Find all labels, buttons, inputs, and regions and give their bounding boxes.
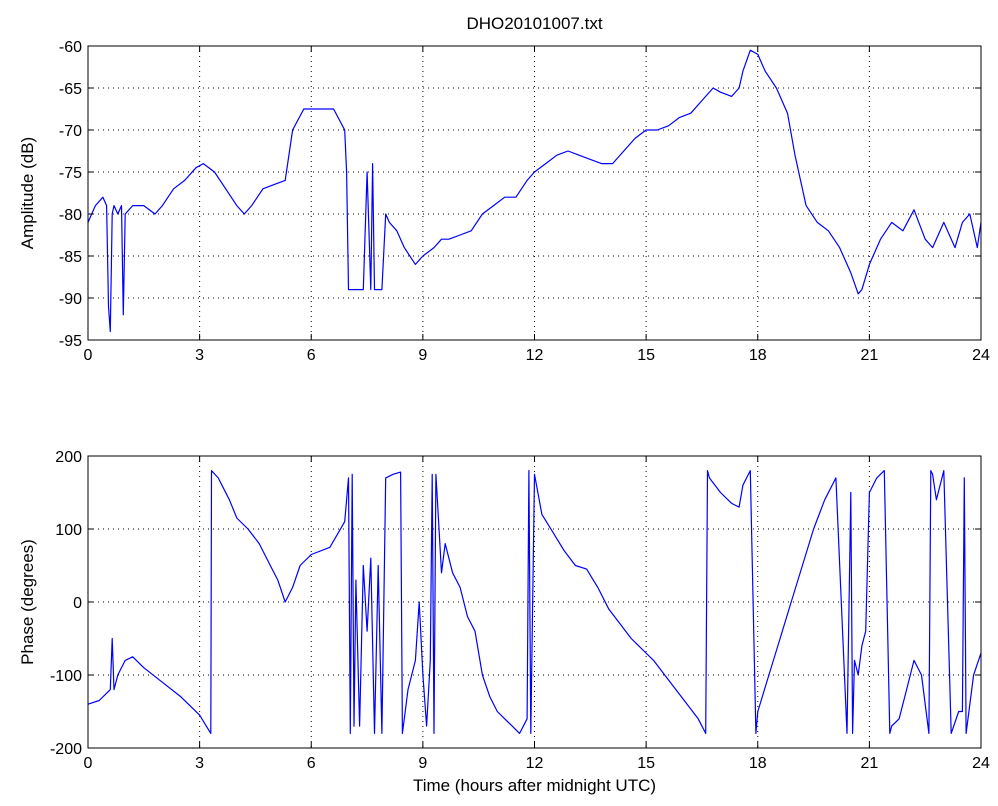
y-tick-label: -65 xyxy=(59,81,82,98)
x-tick-label: 15 xyxy=(637,347,655,364)
x-tick-label: 0 xyxy=(84,347,93,364)
y-tick-label: -75 xyxy=(59,165,82,182)
x-tick-label: 21 xyxy=(860,347,878,364)
y-axis-label: Amplitude (dB) xyxy=(18,137,37,249)
y-tick-label: -95 xyxy=(59,333,82,350)
x-tick-label: 9 xyxy=(418,755,427,772)
x-tick-label: 24 xyxy=(972,755,990,772)
y-tick-label: -80 xyxy=(59,207,82,224)
y-tick-label: 200 xyxy=(55,449,82,466)
y-tick-label: -200 xyxy=(50,741,82,758)
x-tick-label: 15 xyxy=(637,755,655,772)
series-line xyxy=(87,470,982,734)
x-tick-label: 12 xyxy=(526,755,544,772)
x-tick-label: 0 xyxy=(84,755,93,772)
x-axis-label: Time (hours after midnight UTC) xyxy=(413,776,656,795)
x-tick-label: 21 xyxy=(860,755,878,772)
y-tick-label: -100 xyxy=(50,668,82,685)
x-tick-label: 18 xyxy=(749,755,767,772)
x-tick-label: 3 xyxy=(195,347,204,364)
x-tick-label: 24 xyxy=(972,347,990,364)
x-tick-label: 6 xyxy=(307,755,316,772)
y-tick-label: -85 xyxy=(59,249,82,266)
series-line xyxy=(87,49,982,333)
x-tick-label: 3 xyxy=(195,755,204,772)
y-tick-label: -70 xyxy=(59,123,82,140)
x-tick-label: 6 xyxy=(307,347,316,364)
y-tick-label: -60 xyxy=(59,39,82,56)
plot-frame xyxy=(87,45,982,341)
y-tick-label: -90 xyxy=(59,291,82,308)
x-tick-label: 18 xyxy=(749,347,767,364)
y-tick-label: 0 xyxy=(73,595,82,612)
x-tick-label: 9 xyxy=(418,347,427,364)
x-tick-label: 12 xyxy=(526,347,544,364)
chart-title: DHO20101007.txt xyxy=(466,14,602,33)
y-tick-label: 100 xyxy=(55,522,82,539)
y-axis-label: Phase (degrees) xyxy=(18,539,37,665)
amplitude-chart: 0 3 6 9 12 15 18 21 24 -95 -90 -85 -80 -75 -70 -65 -60 DH… xyxy=(18,14,990,364)
phase-chart: 0 3 6 9 12 15 18 21 24 -200 -100 0 100 200 Time (hours… xyxy=(18,449,990,795)
